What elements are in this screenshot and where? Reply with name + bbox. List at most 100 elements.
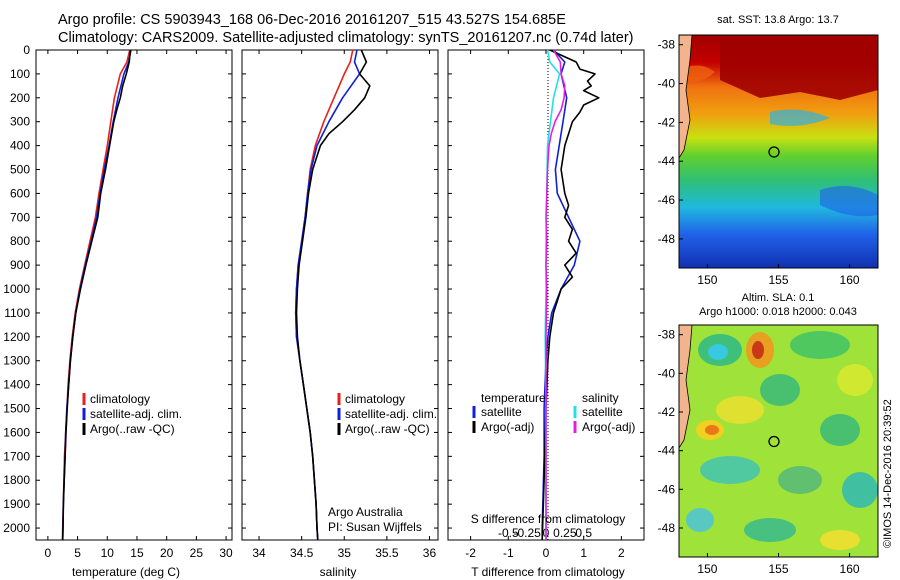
x-tick-label: 34 bbox=[252, 546, 266, 560]
legend-temperature-title: temperature bbox=[481, 391, 546, 405]
salinity-legend: climatology satellite-adj. clim. Argo(..… bbox=[337, 392, 437, 436]
series-line-t-argo-adj- bbox=[541, 49, 600, 541]
x-tick-label: 35 bbox=[338, 546, 352, 560]
depth-tick-label: 600 bbox=[10, 186, 30, 200]
series-line-satellite-adj-clim- bbox=[61, 49, 132, 541]
series-line-s-argo-adj- bbox=[545, 49, 566, 540]
depth-tick-label: 2000 bbox=[3, 521, 30, 535]
map-x-tick-label: 155 bbox=[768, 562, 788, 576]
series-line-argo-raw-qc- bbox=[61, 49, 132, 541]
difference-lines bbox=[541, 49, 600, 541]
depth-tick-label: 500 bbox=[10, 163, 30, 177]
legend-salinity-title: salinity bbox=[582, 391, 619, 405]
depth-tick-label: 1300 bbox=[3, 354, 30, 368]
map-x-tick-label: 150 bbox=[697, 562, 717, 576]
land-tasmania bbox=[679, 35, 693, 159]
legend-satellite-adj: satellite-adj. clim. bbox=[345, 407, 437, 421]
difference-x-axis: -2 -1 0 1 2-0.5-0.25 0 0.250.5 bbox=[465, 50, 625, 560]
map-y-tick-label: -44 bbox=[658, 444, 676, 458]
legend-climatology: climatology bbox=[345, 392, 405, 406]
x-tick-label: -2 bbox=[465, 546, 476, 560]
land-tasmania bbox=[679, 325, 693, 449]
map-x-tick-label: 160 bbox=[840, 273, 860, 287]
depth-tick-label: 1700 bbox=[3, 449, 30, 463]
map-x-tick-label: 150 bbox=[697, 273, 717, 287]
legend-t-argo: Argo(-adj) bbox=[481, 420, 534, 434]
x-tick-label: 0 bbox=[543, 546, 550, 560]
temperature-legend: climatology satellite-adj. clim. Argo(..… bbox=[82, 392, 182, 436]
legend-satellite-adj: satellite-adj. clim. bbox=[90, 407, 182, 421]
float-position-marker bbox=[768, 435, 780, 448]
depth-tick-label: 900 bbox=[10, 258, 30, 272]
x-tick-label: 36 bbox=[423, 546, 437, 560]
legend-s-satellite: satellite bbox=[582, 405, 623, 419]
depth-tick-label: 1900 bbox=[3, 497, 30, 511]
depth-tick-label: 100 bbox=[10, 67, 30, 81]
imos-credit: ©IMOS 14-Dec-2016 20:39:52 bbox=[882, 399, 894, 548]
s-x-tick-label: -0.25 bbox=[513, 526, 541, 540]
x-tick-label: 35.5 bbox=[375, 546, 399, 560]
series-line-climatology bbox=[294, 49, 354, 541]
salinity-panel: 34 34.5 35 35.5 36 salinity climatology sate… bbox=[241, 49, 439, 579]
s-x-tick-label: 0.25 bbox=[553, 526, 577, 540]
difference-panel: -2 -1 0 1 2-0.5-0.25 0 0.250.5 S difference fr… bbox=[447, 49, 645, 579]
x-tick-label: 1 bbox=[580, 546, 587, 560]
series-line-t-satellite bbox=[541, 49, 581, 540]
s-x-tick-label: -0.5 bbox=[498, 526, 519, 540]
series-line-satellite-adj-clim- bbox=[294, 49, 361, 541]
temperature-lines bbox=[61, 49, 132, 541]
t-difference-xlabel: T difference from climatology bbox=[471, 565, 625, 579]
s-difference-label: S difference from climatology bbox=[471, 512, 626, 526]
map-y-tick-label: -48 bbox=[658, 232, 676, 246]
temperature-x-axis: 0 5 10 15 20 25 30 bbox=[45, 50, 233, 560]
sla-title: Altim. SLA: 0.1 bbox=[742, 292, 815, 304]
salinity-xlabel: salinity bbox=[320, 565, 357, 579]
difference-legend: temperature salinity satellite Argo(-adj… bbox=[472, 391, 635, 434]
legend-s-argo: Argo(-adj) bbox=[582, 420, 635, 434]
pi-label: PI: Susan Wijffels bbox=[328, 520, 422, 534]
series-line-argo-raw-qc- bbox=[295, 49, 371, 541]
map-y-tick-label: -38 bbox=[658, 328, 676, 342]
x-tick-label: 2 bbox=[618, 546, 625, 560]
header-line-1: Argo profile: CS 5903943_168 06-Dec-2016… bbox=[58, 12, 566, 28]
legend-climatology: climatology bbox=[90, 392, 150, 406]
depth-tick-label: 1800 bbox=[3, 473, 30, 487]
x-tick-label: 10 bbox=[101, 546, 115, 560]
salinity-axes-frame bbox=[241, 49, 439, 541]
map-y-tick-label: -40 bbox=[658, 77, 676, 91]
depth-tick-label: 1200 bbox=[3, 330, 30, 344]
temperature-panel: 0100200300400500600700800900100011001200… bbox=[3, 43, 644, 579]
depth-tick-label: 200 bbox=[10, 91, 30, 105]
map-y-tick-label: -46 bbox=[658, 482, 676, 496]
map-y-tick-label: -38 bbox=[658, 38, 676, 52]
sla-argo-heights: Argo h1000: 0.018 h2000: 0.043 bbox=[699, 306, 857, 318]
temperature-xlabel: temperature (deg C) bbox=[72, 565, 180, 579]
depth-tick-label: 700 bbox=[10, 210, 30, 224]
series-line-climatology bbox=[61, 49, 131, 541]
depth-tick-label: 800 bbox=[10, 234, 30, 248]
map-x-tick-label: 155 bbox=[768, 273, 788, 287]
depth-axis: 0 100 200 300 400 500 600 700 800 900 1000 1100 1200… bbox=[3, 43, 644, 535]
map-y-tick-label: -46 bbox=[658, 193, 676, 207]
x-tick-label: 34.5 bbox=[290, 546, 314, 560]
depth-tick-label: 1500 bbox=[3, 402, 30, 416]
sla-map: Altim. SLA: 0.1 Argo h1000: 0.018 h2000:… bbox=[658, 292, 879, 576]
x-tick-label: 20 bbox=[160, 546, 174, 560]
x-tick-label: 0 bbox=[45, 546, 52, 560]
x-tick-label: 15 bbox=[130, 546, 144, 560]
sst-map: sat. SST: 13.8 Argo: 13.7 150 155 160 -38 -4… bbox=[658, 14, 879, 287]
depth-tick-label: 0 bbox=[23, 43, 30, 57]
map-y-tick-label: -40 bbox=[658, 366, 676, 380]
s-x-tick-label: 0.5 bbox=[575, 526, 592, 540]
float-position-marker bbox=[768, 146, 780, 158]
map-x-tick-label: 160 bbox=[840, 562, 860, 576]
header-line-2: Climatology: CARS2009. Satellite-adjuste… bbox=[58, 30, 634, 46]
x-tick-label: -1 bbox=[503, 546, 514, 560]
salinity-lines bbox=[294, 49, 371, 541]
argo-australia-label: Argo Australia bbox=[328, 505, 403, 519]
legend-argo: Argo(..raw -QC) bbox=[90, 422, 175, 436]
x-tick-label: 30 bbox=[219, 546, 233, 560]
depth-tick-label: 1400 bbox=[3, 378, 30, 392]
sst-map-ticks: 150 155 160 -38 -40 -42 -44 -46 -48 bbox=[658, 38, 860, 287]
